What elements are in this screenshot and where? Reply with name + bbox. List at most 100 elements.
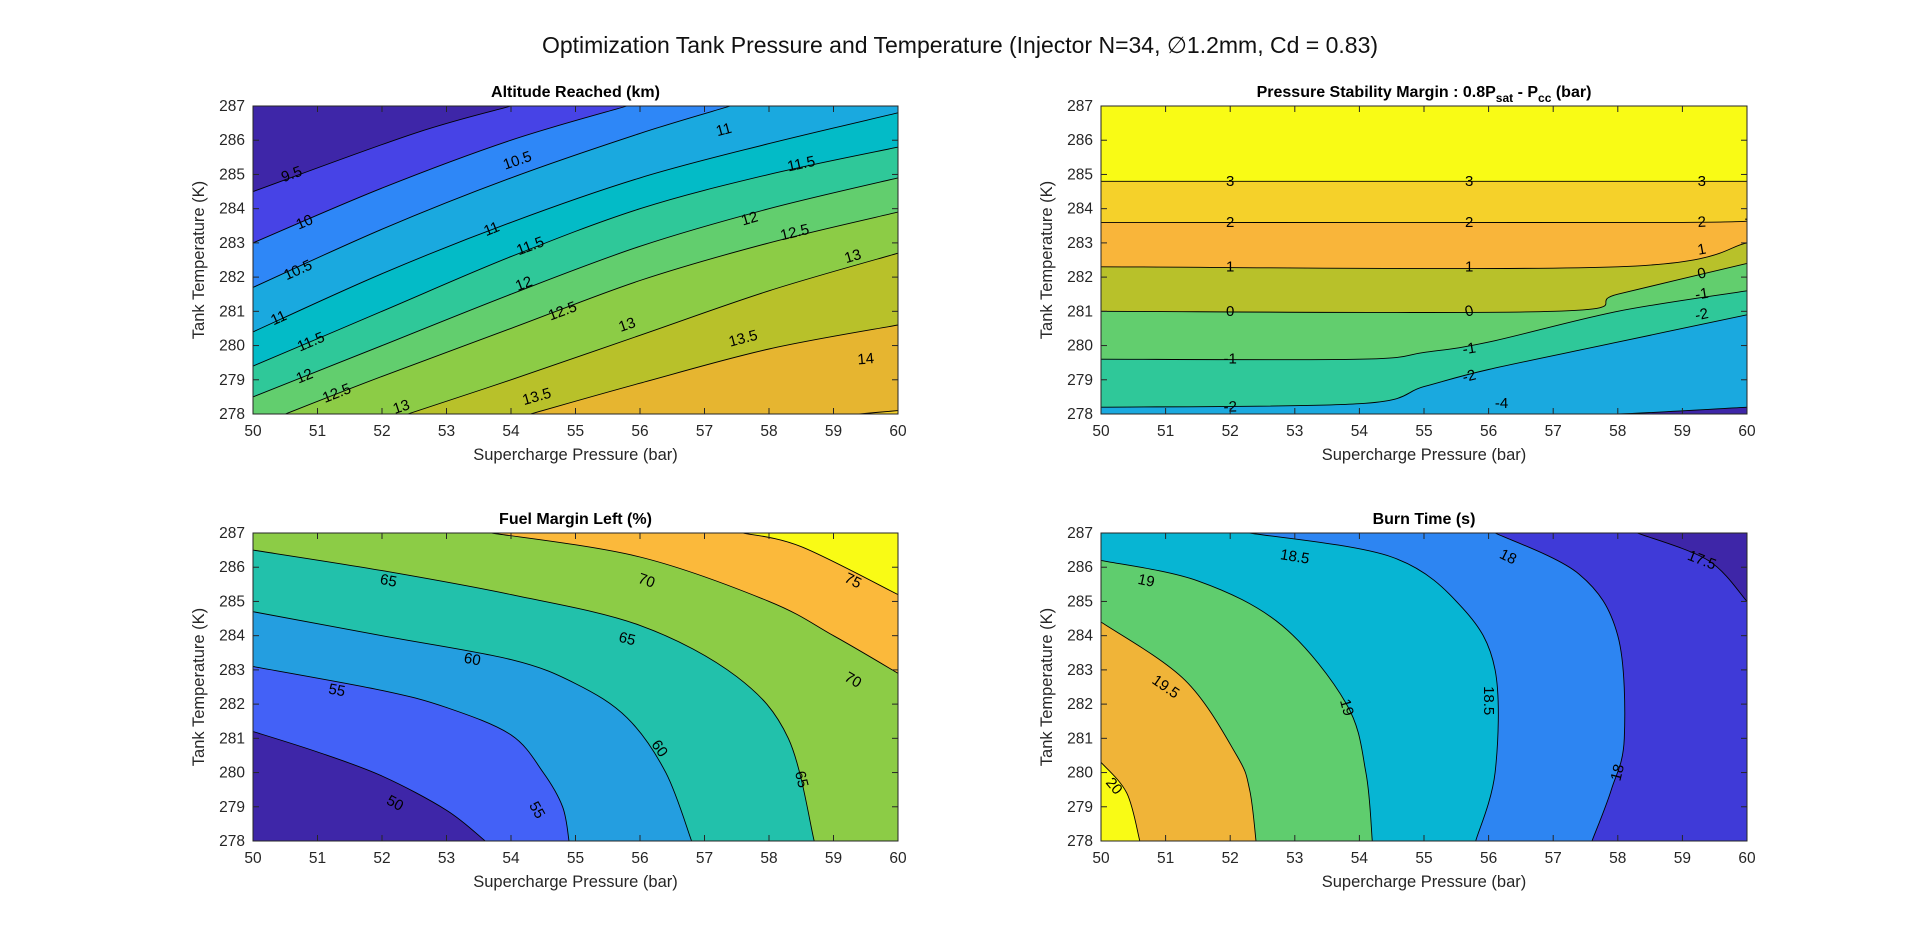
contour-band [1101,106,1747,182]
x-tick-label: 52 [373,850,390,867]
x-tick-label: 51 [1157,423,1174,440]
contour-line [1101,314,1747,408]
y-tick-label: 281 [1067,730,1093,747]
x-tick-label: 53 [1286,850,1303,867]
contour-label: 2 [1226,214,1234,231]
contour-label: 18.5 [1480,686,1497,715]
y-tick-label: 282 [219,696,245,713]
y-tick-label: 281 [219,730,245,747]
x-tick-label: 57 [696,423,713,440]
y-tick-label: 284 [1067,201,1093,218]
y-tick-label: 284 [219,201,245,218]
subplot-title: Altitude Reached (km) [491,84,660,101]
x-tick-label: 53 [1286,423,1303,440]
y-tick-label: 287 [1067,98,1093,115]
x-tick-label: 57 [696,850,713,867]
contour-line [530,324,898,414]
x-tick-label: 59 [1674,850,1691,867]
contour-label: -2 [1693,305,1710,324]
y-tick-label: 285 [219,166,245,183]
y-tick-label: 283 [1067,662,1093,679]
contour-band [743,533,898,595]
contour-label: 14 [857,350,875,368]
title-text: - P [1513,84,1538,101]
contour-band [253,533,898,841]
contour-label: 0 [1226,303,1234,320]
contour-line [1101,218,1747,224]
contour-line [1249,533,1499,841]
contour-label: 11.5 [786,153,817,175]
y-tick-label: 283 [219,662,245,679]
contour-line [253,106,512,193]
contour-label: 55 [525,799,548,822]
contour-line [1101,621,1257,841]
x-tick-label: 56 [631,423,648,440]
subplot-fuel-margin-left: 50 55 55 60 60 65 65 65 70 70 75 50 51 52 53 54 55 56 57 58… [190,511,907,891]
y-tick-label: 281 [1067,303,1093,320]
x-tick-label: 58 [760,423,777,440]
x-axis-label: Supercharge Pressure (bar) [1322,446,1527,464]
figure-title: Optimization Tank Pressure and Temperatu… [541,32,1379,58]
x-tick-label: 52 [1222,850,1239,867]
y-tick-label: 282 [1067,696,1093,713]
x-axis-label: Supercharge Pressure (bar) [1322,873,1527,891]
x-axis-label: Supercharge Pressure (bar) [473,446,678,464]
x-tick-label: 59 [825,850,842,867]
x-tick-label: 55 [1415,850,1432,867]
contour-line [1494,533,1626,841]
x-tick-label: 50 [244,850,262,867]
contour-label: 55 [327,681,347,701]
y-tick-label: 286 [1067,559,1093,576]
contour-line [253,549,815,841]
contour-label: 9.5 [279,163,304,186]
contour-label: 60 [648,737,672,760]
y-axis-label: Tank Temperature (K) [190,608,208,766]
y-tick-label: 279 [219,799,245,816]
x-tick-label: 60 [1738,423,1756,440]
y-tick-label: 282 [219,269,245,286]
y-tick-label: 284 [219,628,245,645]
contour-label: 10 [294,211,316,233]
contour-line [1101,242,1747,270]
contour-label: 13 [391,396,412,417]
contour-label: 11 [268,307,289,329]
contour-band [1101,622,1256,841]
contour-line [253,106,628,244]
subplot-title: Burn Time (s) [1373,511,1476,528]
y-tick-label: 280 [1067,765,1093,782]
y-tick-label: 284 [1067,628,1093,645]
contour-line [1637,533,1747,602]
contour-label: 0 [1696,264,1708,282]
x-tick-label: 50 [1092,423,1110,440]
contour-label: 11 [481,218,502,240]
y-tick-label: 278 [1067,406,1093,423]
x-tick-label: 60 [1738,850,1756,867]
contour-label: 3 [1465,173,1473,190]
x-tick-label: 54 [1351,423,1369,440]
contour-line [1101,262,1747,314]
y-tick-label: 280 [219,765,245,782]
x-tick-label: 60 [889,423,907,440]
contour-label: 65 [617,629,637,649]
x-tick-label: 57 [1545,423,1562,440]
contour-label: 12 [513,273,535,295]
y-axis-label: Tank Temperature (K) [1038,181,1056,339]
subplot-title: Fuel Margin Left (%) [499,511,652,528]
x-tick-label: 55 [1415,423,1432,440]
contour-label: 18.5 [1279,546,1311,568]
contour-line [1101,559,1373,841]
contour-label: 3 [1226,173,1234,190]
contour-line [253,146,898,367]
x-tick-label: 54 [502,423,520,440]
x-tick-label: 53 [438,850,455,867]
x-tick-label: 58 [1609,423,1626,440]
contour-line [253,731,486,841]
x-tick-label: 56 [1480,423,1497,440]
contour-label: 11 [714,120,733,140]
y-tick-label: 279 [1067,799,1093,816]
subplot-title: Pressure Stability Margin : 0.8Psat - Pc… [1257,84,1592,105]
x-tick-label: 50 [244,423,262,440]
y-tick-label: 287 [219,525,245,542]
contour-band [491,533,898,674]
